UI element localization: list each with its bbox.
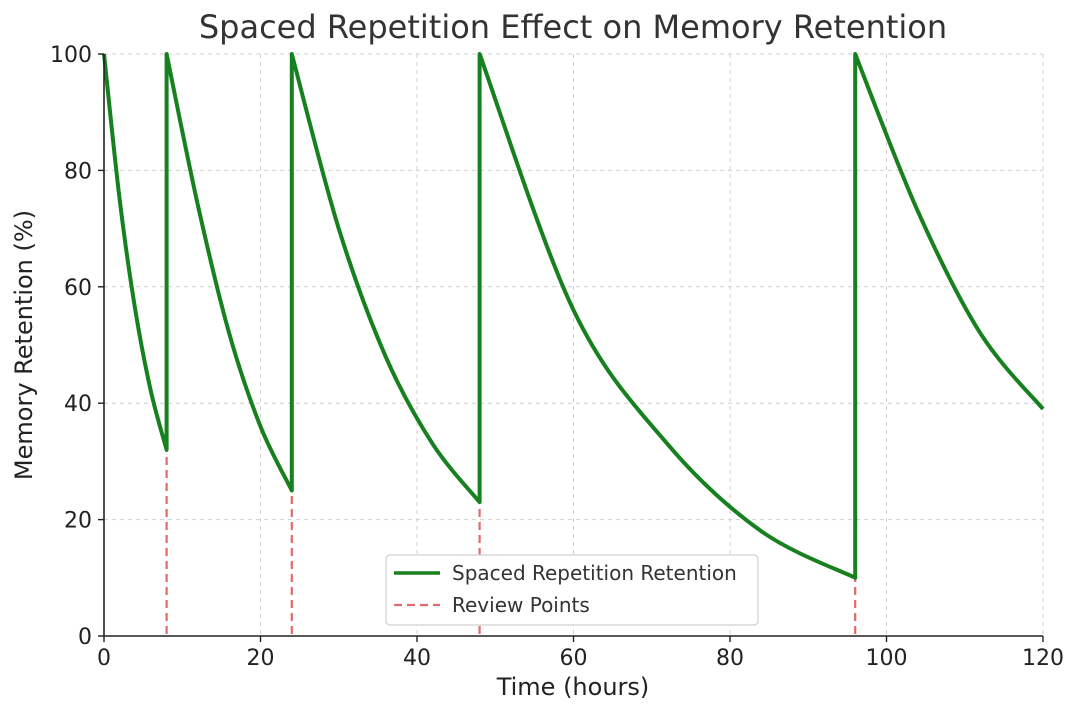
x-axis-label: Time (hours) [496, 673, 650, 701]
x-tick-label: 0 [97, 646, 111, 671]
retention-line [102, 52, 1045, 580]
x-tick-label: 40 [403, 646, 431, 671]
chart-title: Spaced Repetition Effect on Memory Reten… [199, 8, 947, 46]
legend-label-review: Review Points [452, 593, 590, 617]
legend-box [385, 554, 759, 626]
x-tick-label: 20 [247, 646, 275, 671]
x-tick-label: 100 [866, 646, 908, 671]
y-axis-label: Memory Retention (%) [10, 210, 38, 480]
y-tick-label: 40 [64, 392, 92, 417]
legend: Spaced Repetition Retention Review Point… [385, 554, 759, 626]
x-tick-label: 120 [1022, 646, 1064, 671]
y-tick-label: 100 [50, 43, 92, 68]
y-tick-label: 60 [64, 276, 92, 301]
y-tick-label: 20 [64, 509, 92, 534]
y-tick-label: 0 [78, 625, 92, 650]
retention-series [102, 52, 1045, 580]
x-tick-label: 60 [560, 646, 588, 671]
x-tick-label: 80 [716, 646, 744, 671]
axis-ticks: 0 20 40 60 80 100 120 0 20 40 60 80 100 [50, 43, 1064, 671]
y-tick-label: 80 [64, 159, 92, 184]
legend-label-retention: Spaced Repetition Retention [452, 561, 737, 585]
